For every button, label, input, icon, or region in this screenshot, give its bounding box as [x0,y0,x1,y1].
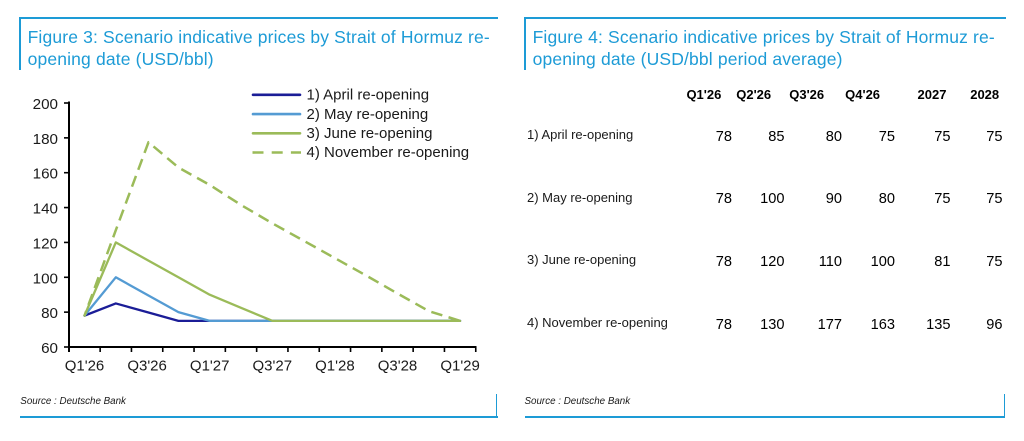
svg-text:60: 60 [41,340,58,357]
svg-text:Q1'28: Q1'28 [315,358,355,375]
svg-text:Q3'26: Q3'26 [127,358,167,375]
svg-text:120: 120 [33,235,58,252]
svg-text:Q1'26: Q1'26 [65,358,105,375]
svg-text:Q3'27: Q3'27 [253,358,293,375]
svg-text:200: 200 [33,96,58,113]
svg-text:Q1'27: Q1'27 [190,358,230,375]
svg-text:80: 80 [41,305,58,322]
svg-text:100: 100 [33,270,58,287]
svg-text:160: 160 [33,166,58,183]
svg-text:1) April re-opening: 1) April re-opening [307,87,430,104]
svg-text:Q3'28: Q3'28 [378,358,418,375]
svg-text:4) November re-opening: 4) November re-opening [307,144,470,161]
svg-text:2) May re-opening: 2) May re-opening [307,106,429,123]
svg-text:Q1'29: Q1'29 [440,358,480,375]
svg-text:3) June re-opening: 3) June re-opening [307,125,433,142]
svg-text:180: 180 [33,131,58,148]
svg-text:140: 140 [33,201,58,218]
